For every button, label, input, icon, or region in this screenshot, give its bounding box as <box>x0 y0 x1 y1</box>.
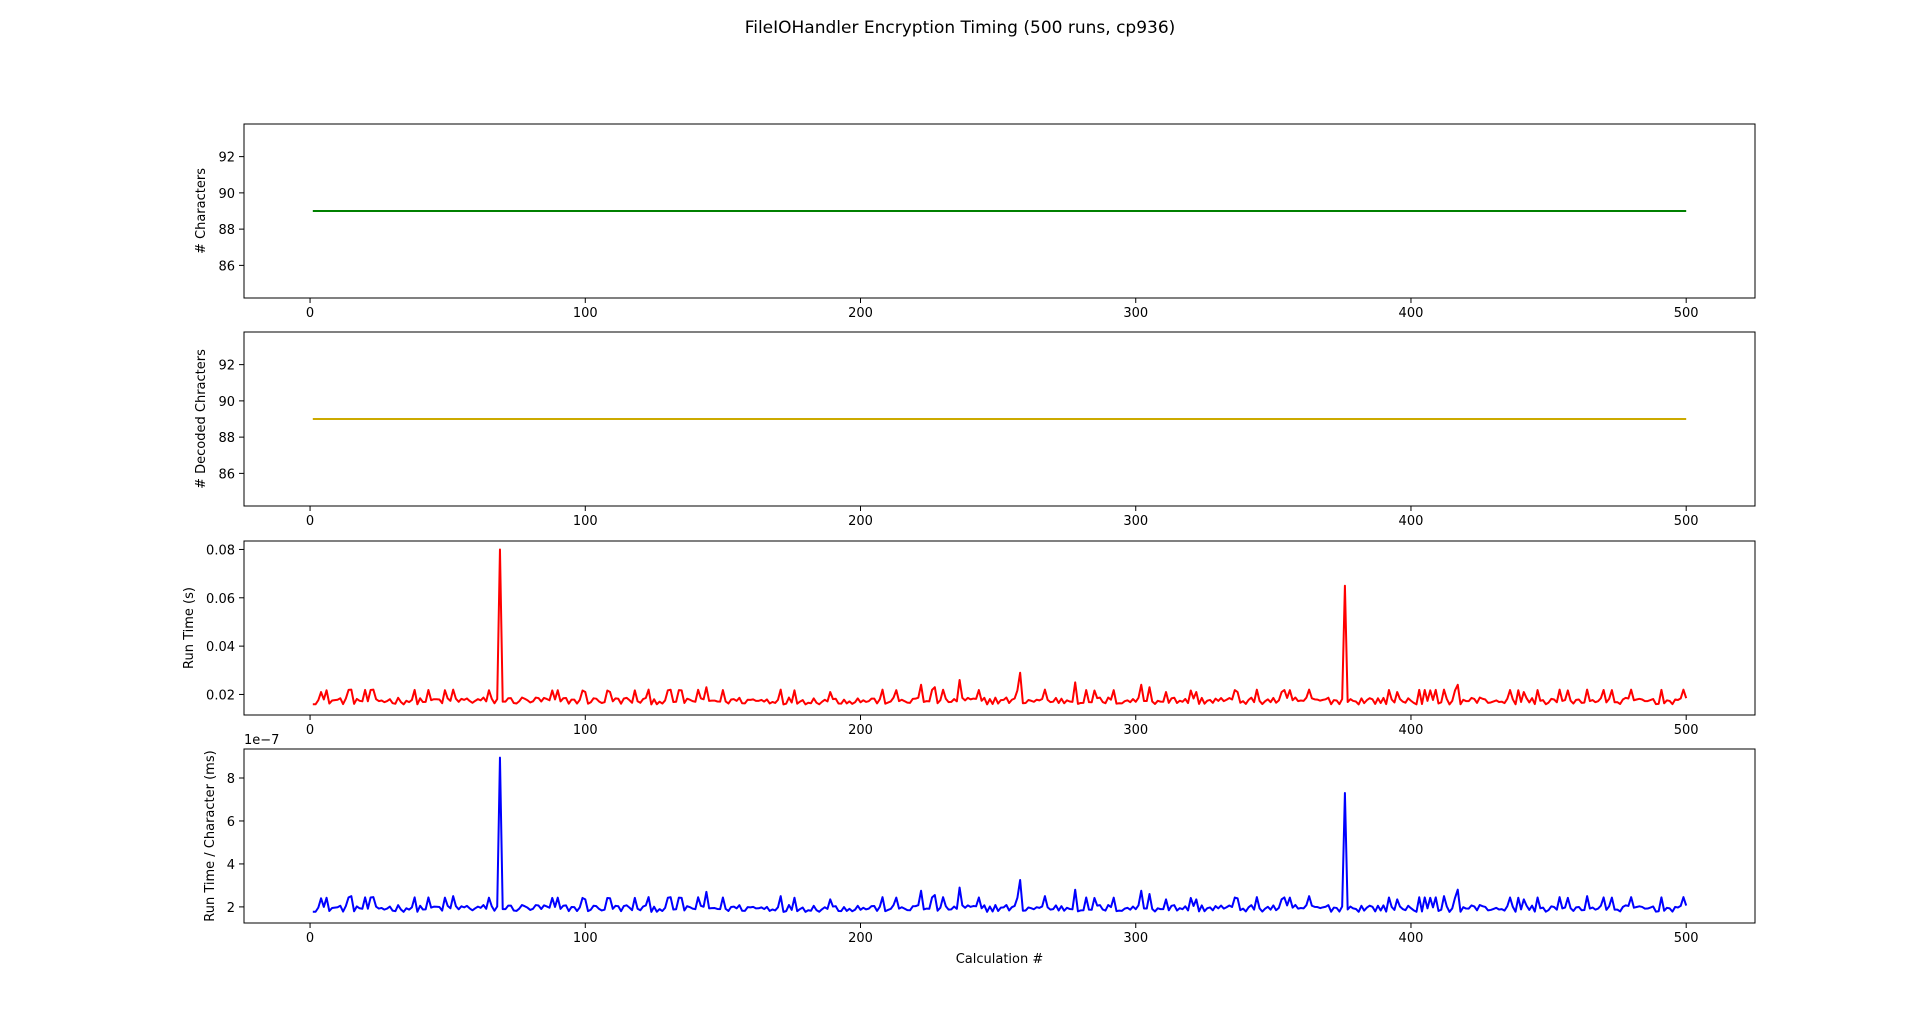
y-tick-label: 86 <box>218 259 235 274</box>
subplot-2: 0 100 200 300 400 500 86 88 90 92 # Decoded Chract… <box>194 331 1756 529</box>
y-tick-label: 0.06 <box>206 592 235 607</box>
y-tick-label: 92 <box>218 359 235 374</box>
y-tick-label: 86 <box>218 467 235 482</box>
x-tick-label: 100 <box>573 931 598 946</box>
x-tick-label: 400 <box>1399 723 1424 738</box>
y-axis-label: Run Time / Character (ms) <box>203 750 218 921</box>
x-tick-label: 500 <box>1674 306 1699 321</box>
y-axis-label: Run Time (s) <box>182 587 197 669</box>
y-tick-label: 88 <box>218 431 235 446</box>
figure-title: FileIOHandler Encryption Timing (500 run… <box>745 18 1176 38</box>
subplot-1: 0 100 200 300 400 500 86 88 90 92 # Characters <box>194 123 1756 321</box>
axes-frame <box>243 540 1756 716</box>
subplot-3: 0 100 200 300 400 500 0.02 0.04 0.06 0.08 Run Time… <box>182 540 1756 738</box>
x-tick-label: 100 <box>573 723 598 738</box>
y-tick-label: 92 <box>218 151 235 166</box>
y-tick-label: 90 <box>218 395 235 410</box>
x-tick-label: 300 <box>1123 306 1148 321</box>
x-tick-label: 500 <box>1674 723 1699 738</box>
axes-frame <box>243 748 1756 924</box>
x-tick-label: 200 <box>848 723 873 738</box>
x-tick-label: 400 <box>1399 931 1424 946</box>
y-axis-label: # Decoded Chracters <box>194 349 209 489</box>
x-tick-label: 200 <box>848 931 873 946</box>
y-tick-label: 0.02 <box>206 688 235 703</box>
series-line <box>312 548 1688 706</box>
x-tick-label: 200 <box>848 306 873 321</box>
series-line <box>312 756 1688 913</box>
x-tick-label: 0 <box>306 306 314 321</box>
x-tick-label: 100 <box>573 306 598 321</box>
x-tick-label: 400 <box>1399 306 1424 321</box>
x-tick-label: 500 <box>1674 514 1699 529</box>
x-tick-label: 100 <box>573 514 598 529</box>
y-tick-label: 2 <box>227 901 235 916</box>
x-tick-label: 0 <box>306 723 314 738</box>
y-tick-label: 88 <box>218 223 235 238</box>
y-tick-label: 0.04 <box>206 640 235 655</box>
x-tick-label: 500 <box>1674 931 1699 946</box>
y-axis-label: # Characters <box>194 168 209 254</box>
subplot-4: 0 100 200 300 400 500 2 4 6 8 Run Time / Character… <box>203 733 1756 967</box>
x-tick-label: 200 <box>848 514 873 529</box>
y-tick-label: 6 <box>227 815 235 830</box>
x-tick-label: 0 <box>306 514 314 529</box>
y-tick-label: 0.08 <box>206 543 235 558</box>
y-tick-label: 8 <box>227 772 235 787</box>
y-tick-label: 90 <box>218 187 235 202</box>
x-tick-label: 400 <box>1399 514 1424 529</box>
x-tick-label: 300 <box>1123 931 1148 946</box>
x-tick-label: 300 <box>1123 514 1148 529</box>
y-tick-label: 4 <box>227 858 235 873</box>
axes-frame <box>243 331 1756 507</box>
y-offset-label: 1e−7 <box>244 733 279 748</box>
x-tick-label: 300 <box>1123 723 1148 738</box>
x-tick-label: 0 <box>306 931 314 946</box>
x-axis-label: Calculation # <box>956 952 1044 967</box>
axes-frame <box>243 123 1756 299</box>
